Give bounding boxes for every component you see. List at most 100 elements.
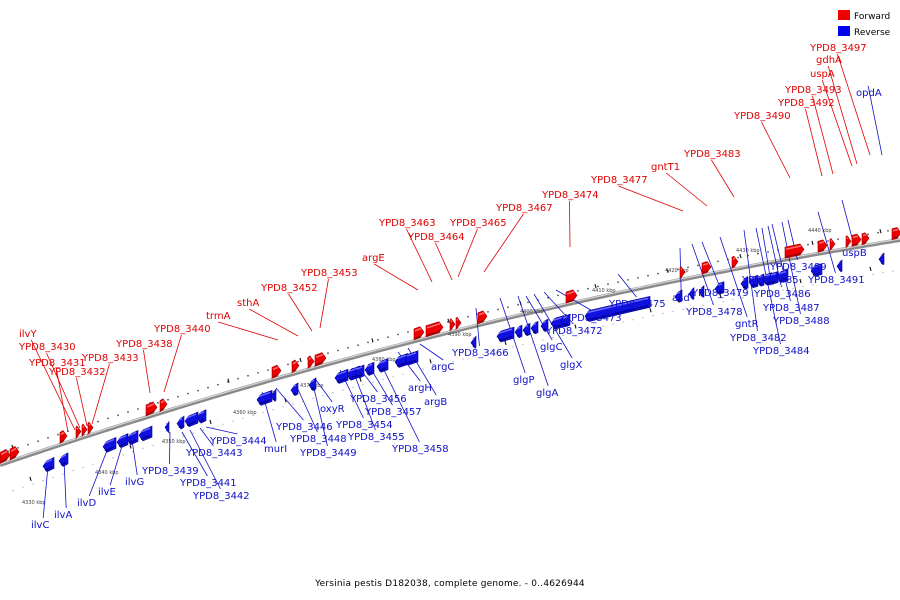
gene-label-ypd8-3432[interactable]: YPD8_3432 (48, 367, 106, 378)
forward-gene[interactable] (565, 289, 578, 304)
forward-gene[interactable] (145, 401, 158, 417)
forward-gene[interactable] (271, 364, 282, 379)
gene-label-glgx[interactable]: glgX (560, 360, 582, 371)
gene-label-ypd8-3463[interactable]: YPD8_3463 (378, 218, 436, 229)
reverse-gene[interactable] (126, 430, 139, 445)
reverse-gene[interactable] (102, 436, 117, 453)
gene-label-ypd8-3439[interactable]: YPD8_3439 (141, 466, 199, 477)
gene-label-ypd8-3472[interactable]: YPD8_3472 (545, 326, 603, 337)
forward-gene[interactable] (291, 359, 300, 374)
gene-label-ypd8-3492[interactable]: YPD8_3492 (777, 98, 835, 109)
forward-gene[interactable] (81, 423, 88, 438)
forward-gene[interactable] (679, 266, 686, 280)
gene-label-ypd8-3486[interactable]: YPD8_3486 (753, 289, 811, 300)
forward-gene[interactable] (701, 261, 712, 275)
forward-gene[interactable] (0, 449, 11, 464)
forward-gene[interactable] (425, 321, 444, 338)
forward-gene[interactable] (314, 352, 327, 367)
forward-gene[interactable] (477, 310, 488, 325)
gene-label-argb[interactable]: argB (424, 397, 447, 408)
forward-gene[interactable] (829, 238, 836, 251)
reverse-gene[interactable] (698, 285, 705, 298)
gene-label-ypd8-3497[interactable]: YPD8_3497 (809, 43, 867, 54)
reverse-gene[interactable] (748, 274, 759, 289)
reverse-gene[interactable] (776, 269, 789, 283)
gene-label-ypd8-3488[interactable]: YPD8_3488 (772, 316, 830, 327)
gene-label-gdha[interactable]: gdhA (816, 55, 842, 66)
reverse-gene[interactable] (138, 425, 153, 442)
gene-label-opda[interactable]: opdA (856, 88, 882, 99)
reverse-gene[interactable] (740, 276, 749, 290)
reverse-gene[interactable] (256, 389, 273, 406)
gene-label-ypd8-3443[interactable]: YPD8_3443 (185, 448, 243, 459)
gene-label-ilva[interactable]: ilvA (54, 510, 72, 521)
gene-label-gntt1[interactable]: gntT1 (651, 162, 680, 173)
gene-label-ypd8-3493[interactable]: YPD8_3493 (784, 85, 842, 96)
gene-label-ypd8-3446[interactable]: YPD8_3446 (275, 422, 333, 433)
reverse-gene[interactable] (550, 315, 565, 330)
gene-label-arge[interactable]: argE (362, 253, 385, 264)
gene-label-ypd8-3455[interactable]: YPD8_3455 (347, 432, 405, 443)
gene-label-ypd8-3467[interactable]: YPD8_3467 (495, 203, 553, 214)
gene-label-ypd8-3483[interactable]: YPD8_3483 (683, 149, 741, 160)
gene-label-ypd8-3441[interactable]: YPD8_3441 (179, 478, 237, 489)
forward-gene[interactable] (159, 398, 168, 413)
gene-label-ypd8-3448[interactable]: YPD8_3448 (289, 434, 347, 445)
reverse-gene[interactable] (530, 321, 539, 335)
gene-label-ypd8-3464[interactable]: YPD8_3464 (407, 232, 465, 243)
gene-label-ypd8-3430[interactable]: YPD8_3430 (18, 342, 76, 353)
forward-gene[interactable] (845, 235, 852, 248)
gene-label-ypd8-3465[interactable]: YPD8_3465 (449, 218, 507, 229)
reverse-gene[interactable] (364, 361, 375, 376)
reverse-gene[interactable] (58, 452, 69, 467)
reverse-gene[interactable] (878, 252, 885, 266)
reverse-gene[interactable] (404, 350, 419, 366)
reverse-gene[interactable] (714, 281, 725, 295)
gene-label-trma[interactable]: trmA (206, 311, 231, 322)
reverse-gene[interactable] (334, 368, 349, 384)
forward-gene[interactable] (784, 243, 805, 259)
gene-label-ypd8-3479[interactable]: YPD8_3479 (691, 288, 749, 299)
reverse-gene[interactable] (584, 295, 651, 322)
forward-gene[interactable] (449, 318, 456, 332)
reverse-gene[interactable] (540, 318, 549, 332)
gene-label-ilvd[interactable]: ilvD (77, 498, 96, 509)
reverse-gene[interactable] (346, 365, 361, 381)
reverse-gene[interactable] (184, 411, 199, 428)
gene-label-ypd8-3444[interactable]: YPD8_3444 (209, 436, 267, 447)
gene-label-ilvg[interactable]: ilvG (125, 477, 144, 488)
gene-label-asd[interactable]: asd (672, 293, 690, 304)
gene-label-ypd8-3433[interactable]: YPD8_3433 (81, 353, 139, 364)
forward-gene[interactable] (9, 446, 20, 461)
gene-label-gntr[interactable]: gntR (735, 319, 759, 330)
gene-label-uspb[interactable]: uspB (842, 248, 867, 259)
reverse-gene[interactable] (270, 388, 277, 402)
gene-label-ypd8-3482[interactable]: YPD8_3482 (729, 333, 787, 344)
reverse-gene[interactable] (762, 272, 773, 286)
reverse-gene[interactable] (308, 377, 317, 392)
forward-gene[interactable] (413, 326, 425, 341)
gene-label-ypd8-3456[interactable]: YPD8_3456 (349, 394, 407, 405)
gene-label-ypd8-3487[interactable]: YPD8_3487 (762, 303, 820, 314)
gene-label-ilve[interactable]: ilvE (98, 487, 116, 498)
reverse-gene[interactable] (176, 415, 185, 430)
gene-label-ypd8-3457[interactable]: YPD8_3457 (364, 407, 422, 418)
gene-label-oxyr[interactable]: oxyR (320, 404, 345, 415)
gene-label-ypd8-3458[interactable]: YPD8_3458 (391, 444, 449, 455)
reverse-gene[interactable] (836, 259, 843, 273)
reverse-gene[interactable] (470, 335, 477, 349)
reverse-gene[interactable] (514, 324, 523, 339)
reverse-gene[interactable] (810, 263, 823, 277)
gene-label-ypd8-3454[interactable]: YPD8_3454 (335, 420, 393, 431)
gene-label-ypd8-3431[interactable]: YPD8_3431 (28, 358, 86, 369)
reverse-gene[interactable] (756, 273, 765, 287)
reverse-gene[interactable] (164, 420, 170, 434)
gene-label-ypd8-3490[interactable]: YPD8_3490 (733, 111, 791, 122)
gene-label-ypd8-3452[interactable]: YPD8_3452 (260, 283, 318, 294)
reverse-gene[interactable] (196, 409, 207, 424)
reverse-gene[interactable] (116, 433, 129, 449)
reverse-gene[interactable] (768, 271, 779, 285)
gene-label-ypd8-3484[interactable]: YPD8_3484 (752, 346, 810, 357)
forward-gene[interactable] (75, 425, 82, 440)
gene-label-argc[interactable]: argC (431, 362, 454, 373)
